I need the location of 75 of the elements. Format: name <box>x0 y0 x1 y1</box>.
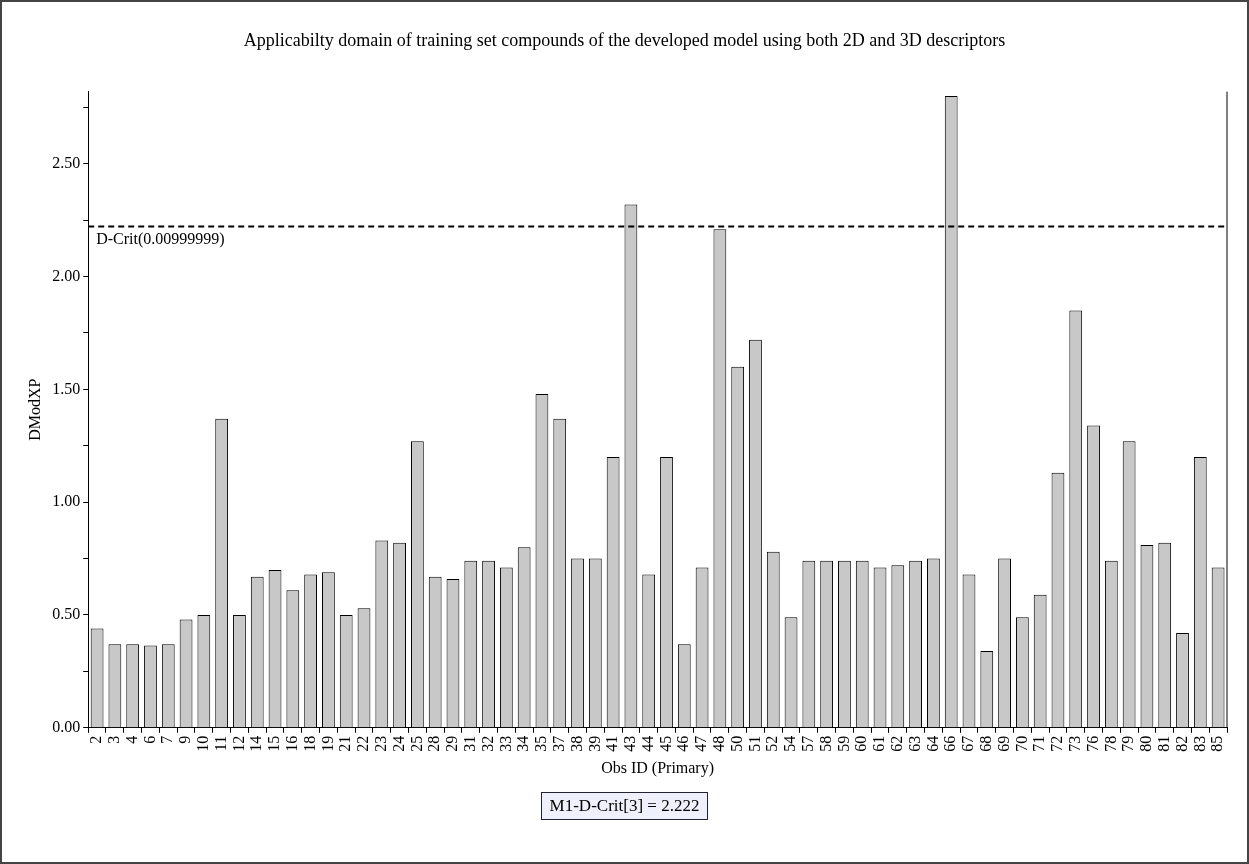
x-tick-label: 79 <box>1119 735 1137 752</box>
x-tick-label: 7 <box>158 735 176 744</box>
x-tick-label: 24 <box>389 735 407 752</box>
x-tick-label: 69 <box>994 735 1012 752</box>
x-tick-label: 11 <box>211 735 229 752</box>
x-tick-label: 6 <box>140 735 158 744</box>
x-tick-label: 78 <box>1101 735 1119 752</box>
x-tick-label: 59 <box>834 735 852 752</box>
x-tick-label: 61 <box>870 735 888 752</box>
x-tick-label: 51 <box>745 735 763 752</box>
x-tick-label: 52 <box>763 735 781 752</box>
x-tick-label: 31 <box>460 735 478 752</box>
x-tick-label: 58 <box>816 735 834 752</box>
x-tick-label: 4 <box>122 735 140 744</box>
x-tick-label: 83 <box>1190 735 1208 752</box>
x-tick-label: 76 <box>1083 735 1101 752</box>
y-tick-label: 1.00 <box>52 492 81 510</box>
x-tick-label: 9 <box>176 735 194 744</box>
x-tick-label: 44 <box>638 735 656 752</box>
x-tick-label: 47 <box>692 735 710 752</box>
x-axis-title: Obs ID (Primary) <box>601 758 715 777</box>
x-tick-label: 39 <box>585 735 603 752</box>
x-tick-label: 37 <box>549 735 567 752</box>
x-tick-label: 63 <box>905 735 923 752</box>
text: M1-D-Crit[3] = 2.222 <box>540 792 709 820</box>
x-tick-label: 68 <box>976 735 994 752</box>
x-tick-label: 60 <box>852 735 870 752</box>
x-tick-label: 23 <box>372 735 389 752</box>
x-tick-label: 21 <box>336 735 354 752</box>
x-tick-label: 48 <box>710 735 728 752</box>
y-tick-label: 0.00 <box>52 718 81 735</box>
y-tick-label: 1.50 <box>52 379 81 397</box>
x-tick-label: 33 <box>496 735 514 752</box>
x-tick-label: 28 <box>425 735 443 752</box>
x-tick-label: 29 <box>443 735 461 752</box>
x-tick-label: 2 <box>87 735 105 744</box>
x-tick-label: 10 <box>194 735 212 752</box>
x-tick-label: 38 <box>567 735 585 752</box>
x-tick-label: 22 <box>354 735 372 752</box>
x-tick-label: 80 <box>1137 735 1155 752</box>
x-tick-label: 3 <box>105 735 123 744</box>
x-tick-label: 18 <box>300 735 318 752</box>
x-tick-label: 15 <box>265 735 283 752</box>
x-tick-label: 70 <box>1012 735 1030 752</box>
y-tick-label: 0.50 <box>52 605 81 623</box>
chart-title: Applicabilty domain of training set compounds of the developed model using both 2D and 3D descriptors <box>243 29 1006 50</box>
x-tick-label: 16 <box>283 735 301 752</box>
x-tick-label: 25 <box>407 735 425 752</box>
x-tick-label: 41 <box>603 735 621 752</box>
x-tick-label: 54 <box>781 735 799 752</box>
x-tick-label: 57 <box>799 735 817 752</box>
x-tick-label: 12 <box>229 735 247 752</box>
x-tick-label: 67 <box>959 735 977 752</box>
x-tick-label: 71 <box>1030 735 1048 752</box>
x-tick-label: 14 <box>247 735 265 752</box>
x-tick-label: 62 <box>888 735 906 752</box>
x-tick-label: 82 <box>1172 735 1190 752</box>
x-tick-label: 32 <box>478 735 496 752</box>
x-tick-label: 45 <box>656 735 674 752</box>
x-tick-label: 85 <box>1208 735 1226 752</box>
x-tick-label: 66 <box>941 735 959 752</box>
y-tick-label: 2.00 <box>52 266 81 284</box>
x-tick-label: 46 <box>674 735 692 752</box>
x-tick-label: 72 <box>1048 735 1066 752</box>
x-tick-label: 64 <box>923 735 941 752</box>
y-axis-title: DModXP <box>25 378 43 441</box>
x-tick-label: 19 <box>318 735 336 752</box>
y-tick-label: 2.50 <box>52 154 81 171</box>
x-tick-label: 50 <box>727 735 745 752</box>
ref-line-label: D-Crit(0.00999999) <box>96 229 225 248</box>
x-tick-label: 81 <box>1154 735 1172 752</box>
x-tick-label: 34 <box>514 735 532 752</box>
x-tick-label: 43 <box>621 735 639 752</box>
x-tick-label: 35 <box>532 735 550 752</box>
x-tick-label: 73 <box>1065 735 1083 752</box>
